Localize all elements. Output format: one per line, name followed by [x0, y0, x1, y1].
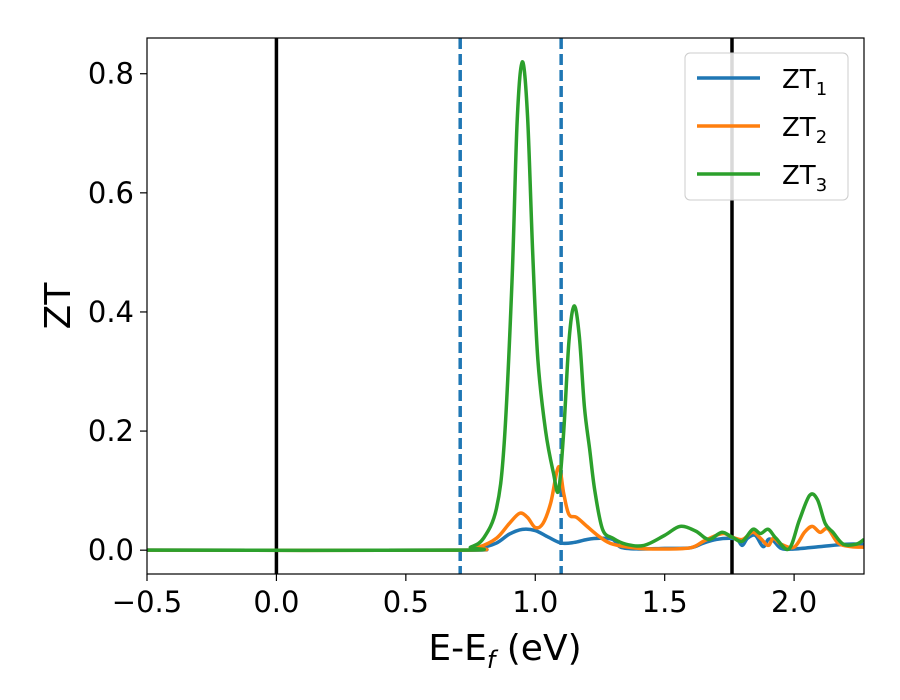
legend-label-zt1: ZT1 — [782, 65, 827, 100]
x-tick-label: 2.0 — [771, 585, 817, 619]
x-tick-label: 1.0 — [512, 585, 558, 619]
series-line-zt2 — [147, 465, 864, 553]
x-tick-label: 1.5 — [642, 585, 688, 619]
y-tick-label: 0.6 — [88, 176, 134, 210]
legend: ZT1 ZT2 ZT3 — [684, 52, 849, 201]
legend-label-zt3: ZT3 — [782, 161, 827, 196]
y-axis-ticks: 0.0 0.2 0.4 0.6 0.8 — [88, 57, 147, 567]
plot-frame — [146, 37, 865, 575]
y-tick-label: 0.0 — [88, 533, 134, 567]
x-tick-label: −0.5 — [112, 585, 182, 619]
x-axis-label-tail: (eV) — [495, 628, 581, 669]
x-tick-label: 0.0 — [253, 585, 299, 619]
x-axis-ticks: −0.5 0.0 0.5 1.0 1.5 2.0 — [112, 574, 817, 619]
x-axis-label: E-Ef (eV) — [428, 628, 581, 674]
series-line-zt3 — [147, 60, 864, 553]
x-axis-label-main: E-E — [428, 628, 486, 669]
legend-label-zt2: ZT2 — [782, 113, 827, 148]
x-tick-label: 0.5 — [383, 585, 429, 619]
legend-box — [684, 52, 849, 201]
y-tick-label: 0.2 — [88, 414, 134, 448]
series-lines — [147, 60, 864, 553]
y-axis-label: ZT — [38, 282, 79, 330]
y-tick-label: 0.4 — [88, 295, 134, 329]
y-tick-label: 0.8 — [88, 57, 134, 91]
